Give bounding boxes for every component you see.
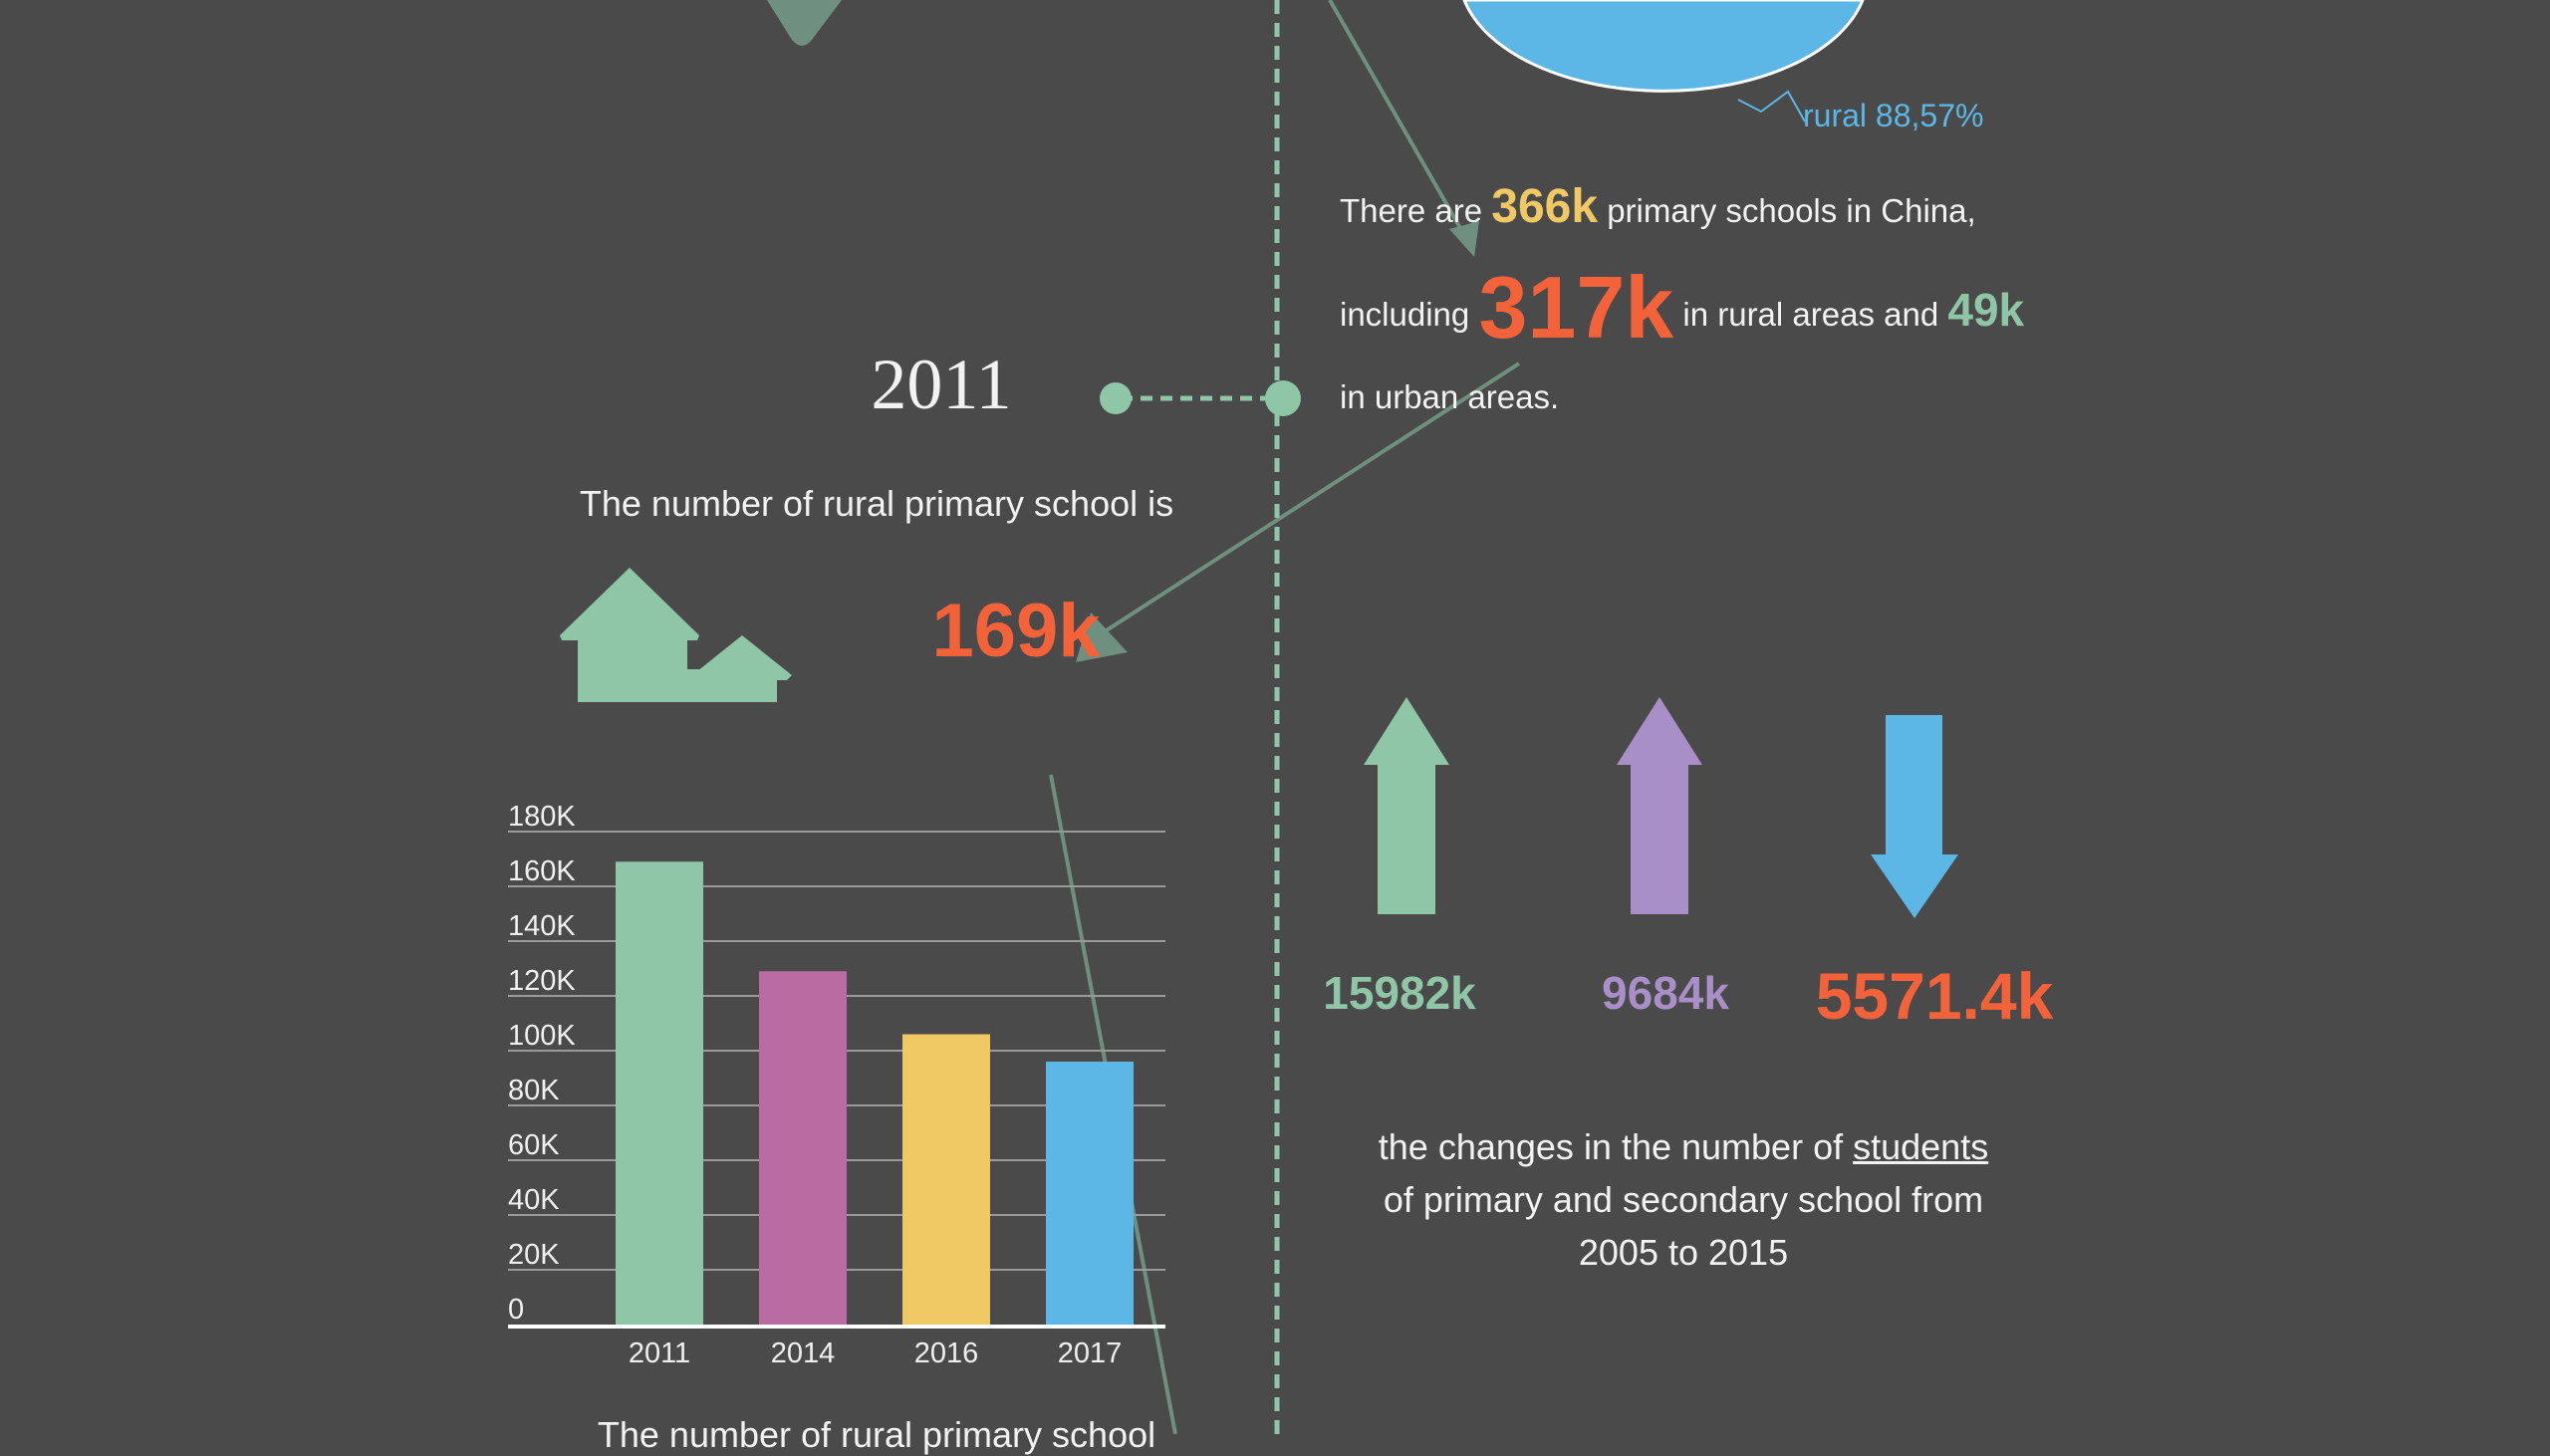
pie-label-rural: rural 88,57% [1803,98,1984,133]
bar-2011 [616,861,703,1325]
arrow-up-icon [1617,697,1702,914]
next-section-caption: The number of rural primary school [597,1414,1156,1455]
stats-urban-value: 49k [1947,284,2025,336]
y-tick-label: 40K [508,1184,560,1216]
rural-school-caption: The number of rural primary school is [579,483,1174,524]
pie-slice-rural [1462,0,1865,93]
bar-2014 [759,971,847,1325]
stats-total-value: 366k [1491,180,1599,233]
y-tick-label: 80K [508,1075,560,1106]
y-tick-label: 100K [508,1020,576,1052]
chevron-icon [767,0,842,46]
stats-rural-value: 317k [1478,258,1674,357]
bar-2016 [902,1034,990,1325]
pie-label-leader [1737,90,1806,122]
arrow-down-icon [1871,715,1958,918]
x-tick-label: 2014 [771,1337,836,1369]
changes-text: the changes in the number of [1378,1126,1844,1167]
trend-value-primary: 15982k [1323,967,1476,1019]
x-tick-label: 2016 [914,1337,979,1369]
y-tick-label: 160K [508,855,576,887]
trend-value-secondary: 9684k [1602,967,1729,1019]
y-tick-label: 180K [508,801,576,833]
stats-text: primary schools in China, [1607,192,1976,229]
arrow-up-icon [1364,697,1449,914]
timeline-year: 2011 [871,345,1012,424]
changes-text: of primary and secondary school from [1383,1179,1984,1220]
house-icon [560,568,792,702]
stats-text: in rural areas and [1682,296,1939,333]
rural-school-value: 169k [931,589,1101,673]
timeline-dot [1265,380,1301,416]
connector-arrowhead [1449,221,1479,257]
y-tick-label: 140K [508,910,576,942]
x-tick-label: 2011 [629,1337,690,1369]
y-tick-label: 20K [508,1239,560,1271]
y-tick-label: 0 [508,1294,524,1326]
timeline-dot [1100,382,1132,414]
y-tick-label: 60K [508,1129,560,1161]
changes-caption: the changes in the number of students of… [1325,1120,2042,1279]
changes-underlined: students [1853,1126,1989,1167]
y-tick-label: 120K [508,965,576,997]
trend-value-change: 5571.4k [1815,959,2054,1033]
stats-text: in urban areas. [1340,378,1560,415]
bar-2017 [1046,1062,1134,1325]
rural-school-bar-chart: 0 20K 40K 60K 80K 100K 120K 140K 160K 180K 2011 201… [508,801,1165,1369]
connector-arrowhead [1076,612,1128,662]
stats-text: There are [1340,192,1483,229]
connector-line [1328,0,1474,250]
changes-text: 2005 to 2015 [1578,1232,1789,1273]
connector-line [1094,362,1521,639]
stats-text: including [1340,296,1470,333]
x-tick-label: 2017 [1058,1337,1123,1369]
